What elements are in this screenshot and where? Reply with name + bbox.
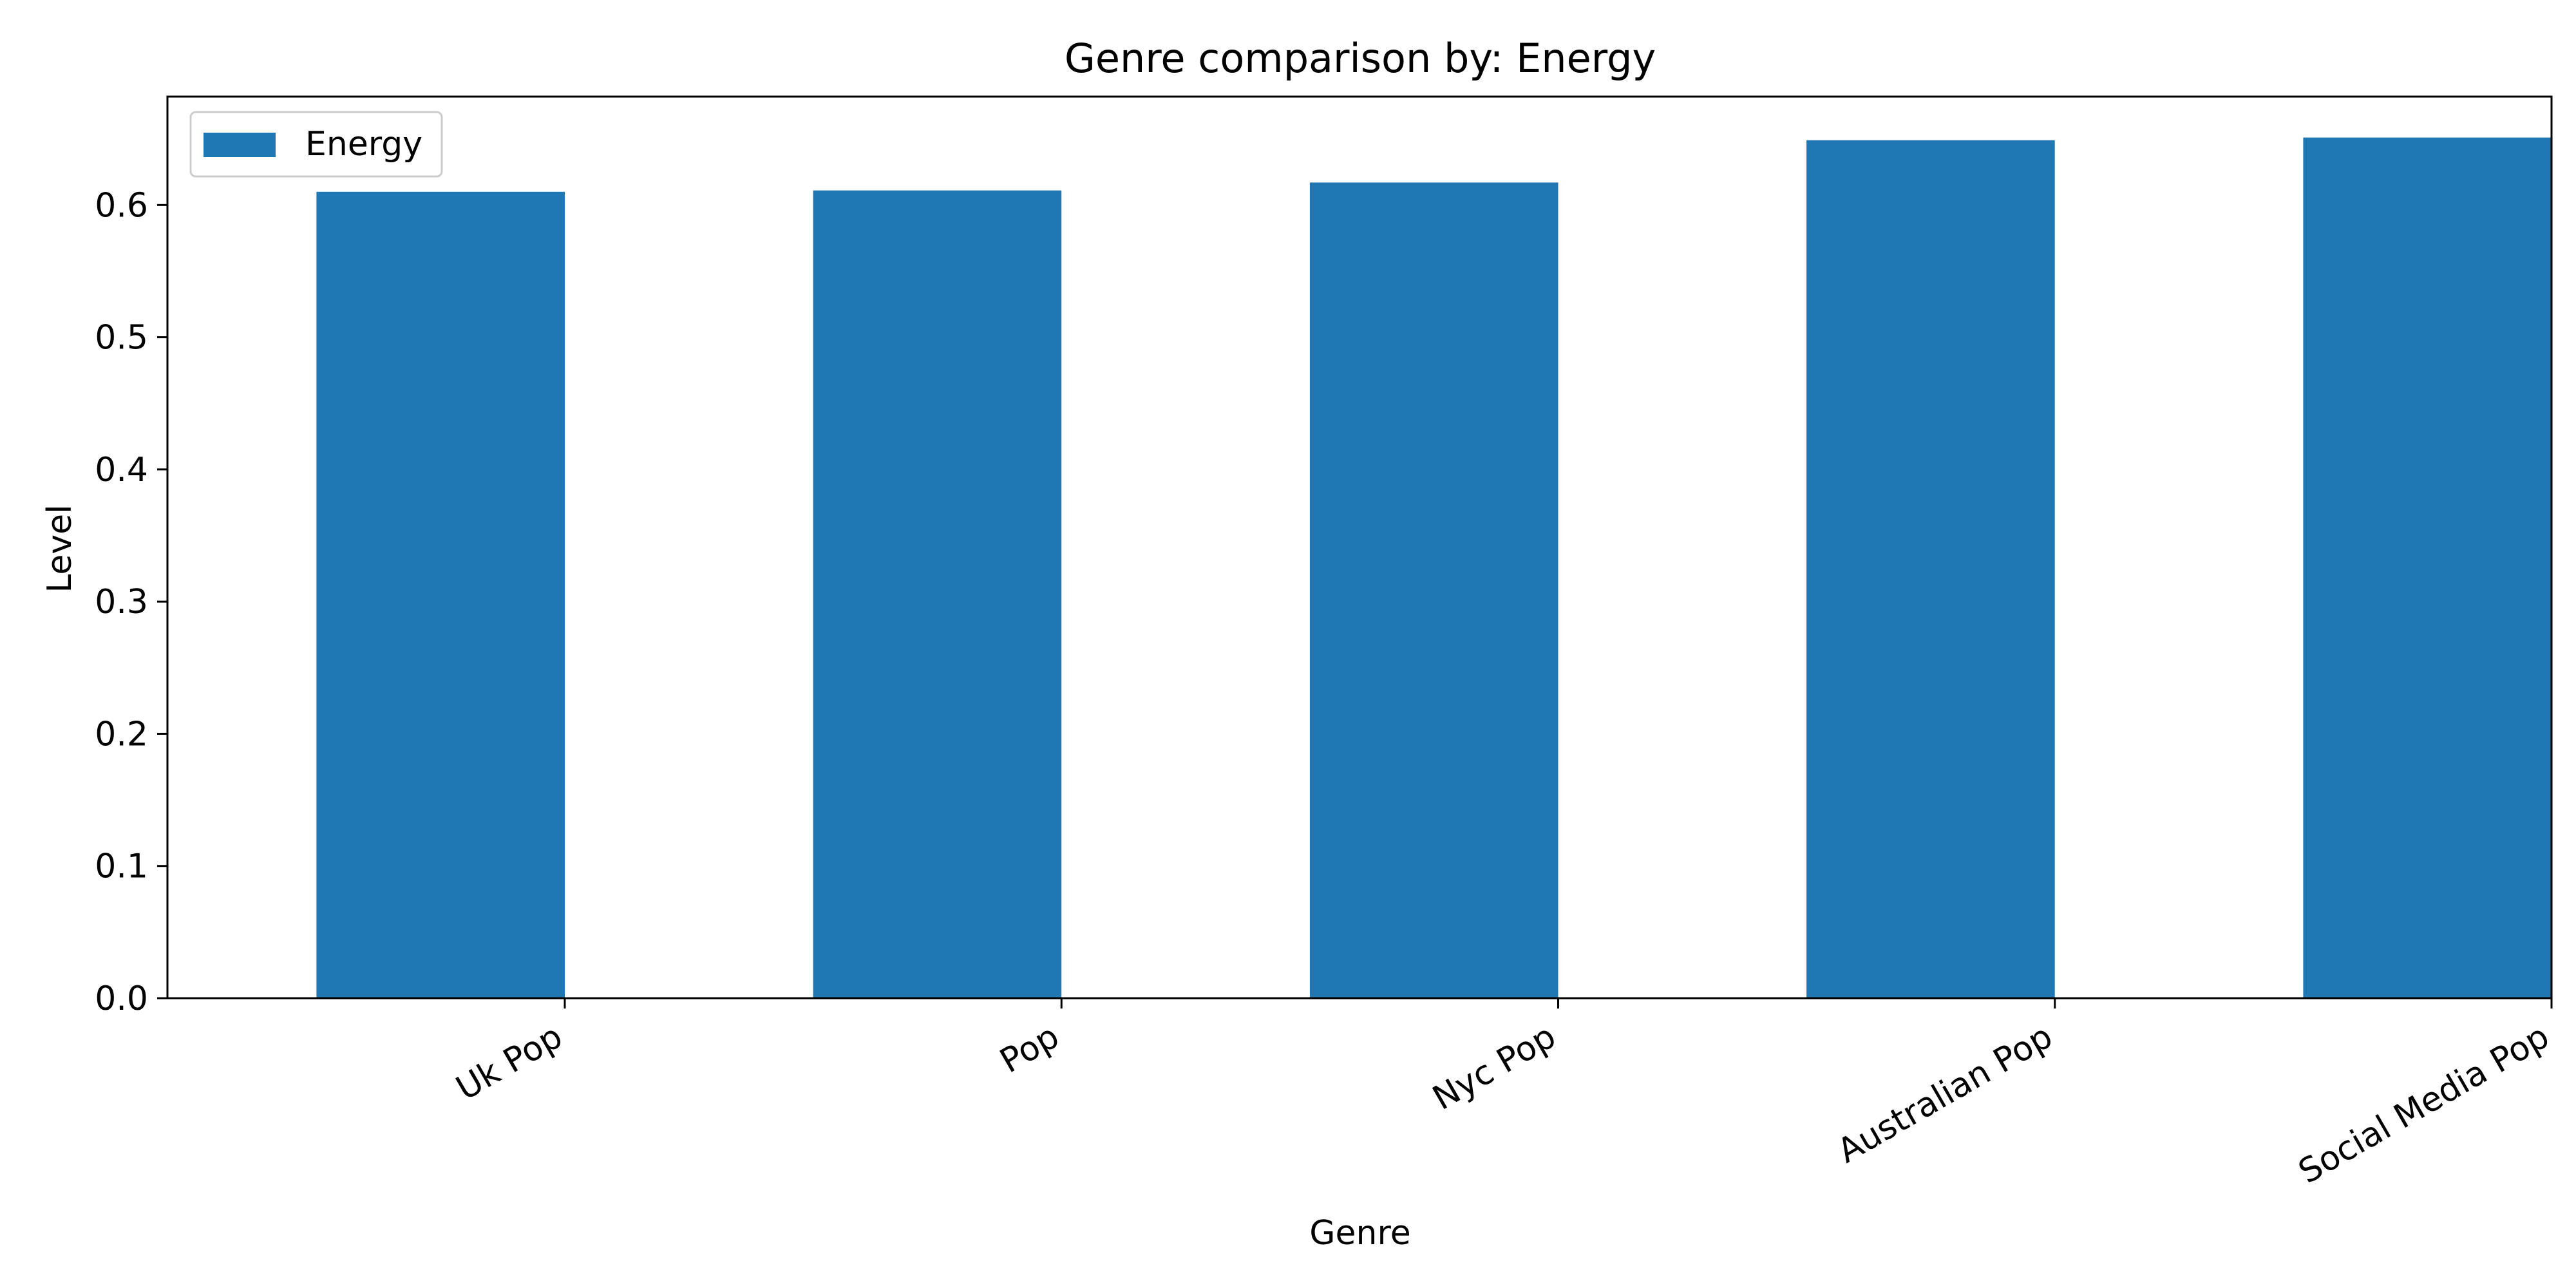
legend-label-energy: Energy — [305, 125, 422, 164]
y-tick-label: 0.4 — [95, 451, 148, 489]
plot-frame — [166, 95, 2553, 999]
y-tick-label: 0.1 — [95, 848, 148, 886]
chart-title: Genre comparison by: Energy — [1065, 35, 1656, 82]
y-tick-label: 0.3 — [95, 583, 148, 621]
y-tick-label: 0.0 — [95, 980, 148, 1018]
y-tick-label: 0.6 — [95, 186, 148, 225]
bar-social-media-pop — [2303, 137, 2552, 999]
x-axis-label: Genre — [1309, 1214, 1410, 1253]
legend-swatch-energy — [204, 133, 276, 157]
y-tick-label: 0.2 — [95, 715, 148, 753]
bar-uk-pop — [316, 191, 565, 998]
bar-australian-pop — [1806, 140, 2055, 999]
y-axis-label: Level — [41, 504, 79, 592]
bar-pop — [813, 190, 1062, 999]
legend-box — [189, 111, 443, 178]
bar-nyc-pop — [1309, 182, 1558, 998]
legend: Energy — [189, 111, 443, 178]
y-tick-label: 0.5 — [95, 319, 148, 357]
